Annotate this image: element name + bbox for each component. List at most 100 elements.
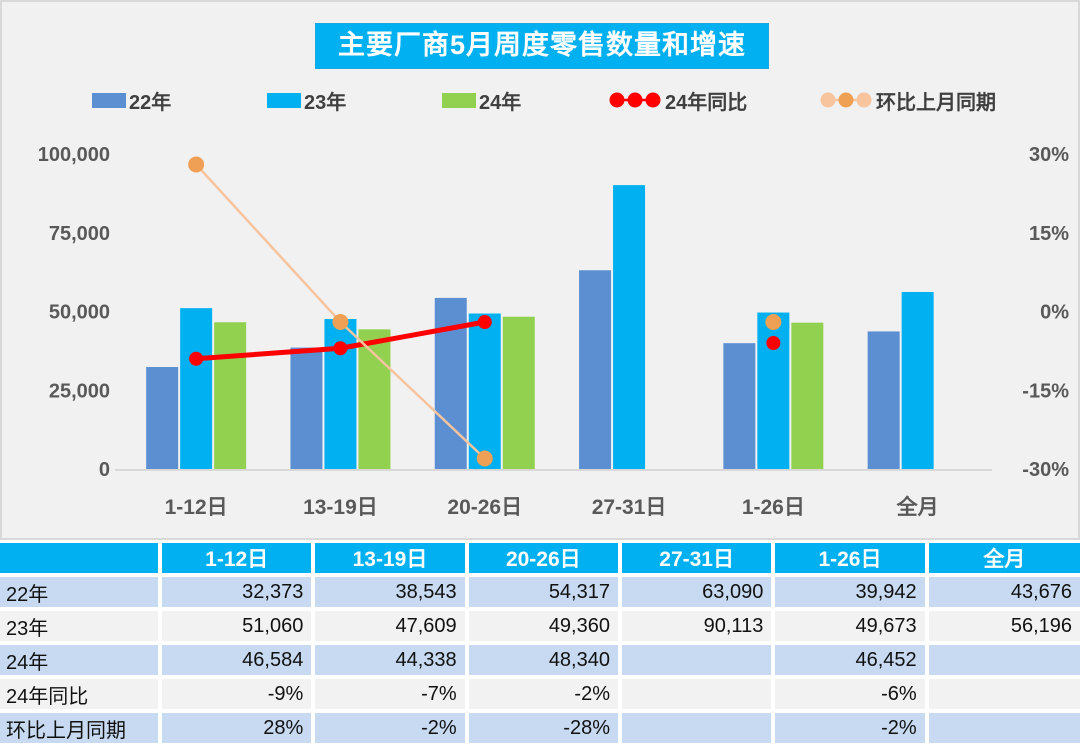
row-label-cell: 24年同比 bbox=[0, 677, 162, 713]
value-cell: 63,090 bbox=[619, 575, 776, 611]
value-cell: 49,360 bbox=[466, 609, 622, 645]
legend-item-4: 24年同比 bbox=[608, 86, 747, 114]
value-cell: 28% bbox=[160, 711, 316, 747]
value-cell: 54,317 bbox=[466, 575, 622, 611]
x-axis-category-label: 1-26日 bbox=[742, 496, 805, 519]
row-label-cell: 22年 bbox=[0, 575, 162, 611]
legend-label: 环比上月同期 bbox=[876, 91, 996, 114]
bar-22年-13-19日 bbox=[290, 347, 323, 469]
x-axis-category-label: 13-19日 bbox=[303, 496, 378, 519]
value-cell: 51,060 bbox=[160, 609, 316, 645]
bar-24年-1-12日 bbox=[214, 322, 247, 469]
value-cell: 46,452 bbox=[773, 643, 929, 679]
bar-22年-1-26日 bbox=[723, 343, 756, 469]
bar-23年-27-31日 bbox=[613, 185, 646, 469]
value-cell: -2% bbox=[313, 711, 469, 747]
table-header-cell bbox=[0, 543, 162, 577]
value-cell: 48,340 bbox=[466, 643, 622, 679]
trend-marker-环比上月同期-13-19日 bbox=[332, 314, 349, 330]
legend-item-1: 22年 bbox=[92, 86, 171, 114]
legend-line-marker-icon bbox=[609, 92, 661, 108]
table-head: 1-12日 13-19日 20-26日 27-31日 1-26日 全月 bbox=[0, 543, 1080, 577]
value-cell bbox=[926, 677, 1080, 713]
legend-label: 23年 bbox=[304, 91, 347, 114]
right-axis-tick-label: -15% bbox=[1022, 380, 1069, 402]
x-axis-category-label: 全月 bbox=[896, 495, 939, 519]
bar-22年-1-12日 bbox=[146, 367, 179, 469]
legend-swatch-icon bbox=[442, 92, 476, 108]
value-cell bbox=[619, 711, 776, 747]
value-cell bbox=[926, 643, 1080, 679]
value-cell: 44,338 bbox=[313, 643, 469, 679]
table-row-环比上月同期: 环比上月同期 28% -2% -28% -2% bbox=[0, 711, 1080, 747]
bar-24年-20-26日 bbox=[502, 316, 535, 469]
table-header-cell: 27-31日 bbox=[619, 543, 776, 577]
value-cell: -9% bbox=[160, 677, 316, 713]
chart-title: 主要厂商5月周度零售数量和增速 bbox=[315, 23, 769, 69]
trend-marker-环比上月同期-20-26日 bbox=[476, 450, 493, 467]
legend-line-marker-icon bbox=[820, 92, 872, 108]
value-cell: 90,113 bbox=[619, 609, 776, 645]
value-cell: 38,543 bbox=[313, 575, 469, 611]
legend-label: 24年同比 bbox=[665, 91, 748, 114]
value-cell: 32,373 bbox=[160, 575, 316, 611]
legend-item-5: 环比上月同期 bbox=[819, 86, 996, 114]
right-axis-tick-label: 0% bbox=[1040, 302, 1069, 324]
value-cell bbox=[619, 643, 776, 679]
right-axis-tick-label: -30% bbox=[1022, 459, 1069, 481]
right-axis-tick-label: 15% bbox=[1029, 223, 1069, 245]
trend-marker-24年同比-1-12日 bbox=[189, 351, 204, 366]
x-axis-category-label: 27-31日 bbox=[592, 496, 667, 519]
value-cell: 46,584 bbox=[160, 643, 316, 679]
chart-legend: 22年 23年 24年 24年同比 环比上月同期 bbox=[2, 86, 1080, 114]
table-body: 22年 32,373 38,543 54,317 63,090 39,942 43,676 2… bbox=[0, 575, 1080, 747]
table-header-cell: 13-19日 bbox=[313, 543, 469, 577]
table-header-cell: 全月 bbox=[926, 543, 1080, 577]
bar-22年-全月 bbox=[867, 331, 900, 469]
value-cell: -6% bbox=[773, 677, 929, 713]
x-axis-category-label: 20-26日 bbox=[447, 496, 522, 519]
bar-24年-1-26日 bbox=[791, 322, 824, 469]
table-header-row: 1-12日 13-19日 20-26日 27-31日 1-26日 全月 bbox=[0, 543, 1080, 577]
table-row-24年同比: 24年同比 -9% -7% -2% -6% bbox=[0, 677, 1080, 713]
data-table: 1-12日 13-19日 20-26日 27-31日 1-26日 全月 22年 32,373… bbox=[0, 543, 1080, 747]
row-label-cell: 24年 bbox=[0, 643, 162, 679]
bar-24年-13-19日 bbox=[358, 329, 391, 469]
trend-marker-24年同比-20-26日 bbox=[477, 315, 492, 329]
value-cell: -2% bbox=[466, 677, 622, 713]
trend-marker-环比上月同期-1-26日 bbox=[765, 314, 782, 330]
value-cell: -2% bbox=[773, 711, 929, 747]
legend-swatch-icon bbox=[267, 92, 301, 108]
trend-marker-24年同比-1-26日 bbox=[766, 336, 781, 350]
legend-swatch-icon bbox=[92, 92, 126, 108]
bar-23年-1-12日 bbox=[180, 308, 213, 469]
table-row-23年: 23年 51,060 47,609 49,360 90,113 49,673 56,196 bbox=[0, 609, 1080, 645]
chart-canvas: 0 25,000 50,000 75,000 100,000 -30% -15% 0% 15% 3… bbox=[38, 144, 1070, 519]
value-cell: 56,196 bbox=[926, 609, 1080, 645]
value-cell: 47,609 bbox=[313, 609, 469, 645]
value-cell: -7% bbox=[313, 677, 469, 713]
legend-item-2: 23年 bbox=[267, 86, 346, 114]
row-label-cell: 环比上月同期 bbox=[0, 711, 162, 747]
y-axis-tick-label: 100,000 bbox=[38, 144, 110, 166]
y-axis-tick-label: 75,000 bbox=[49, 223, 110, 245]
table-header-cell: 20-26日 bbox=[466, 543, 622, 577]
value-cell: 43,676 bbox=[926, 575, 1080, 611]
table-header-cell: 1-12日 bbox=[160, 543, 316, 577]
right-axis-tick-label: 30% bbox=[1029, 144, 1069, 166]
legend-item-3: 24年 bbox=[442, 86, 521, 114]
value-cell: 49,673 bbox=[773, 609, 929, 645]
bar-22年-27-31日 bbox=[579, 270, 612, 469]
bar-23年-全月 bbox=[901, 291, 934, 469]
y-axis-tick-label: 25,000 bbox=[49, 380, 110, 402]
trend-marker-24年同比-13-19日 bbox=[333, 341, 348, 356]
bar-22年-20-26日 bbox=[434, 297, 467, 469]
value-cell: 39,942 bbox=[773, 575, 929, 611]
y-axis-tick-label: 50,000 bbox=[49, 302, 110, 324]
value-cell bbox=[619, 677, 776, 713]
bar-23年-20-26日 bbox=[468, 313, 501, 469]
value-cell: -28% bbox=[466, 711, 622, 747]
chart-panel: 0 25,000 50,000 75,000 100,000 -30% -15% 0% 15% 3… bbox=[0, 0, 1080, 540]
table-header-cell: 1-26日 bbox=[773, 543, 929, 577]
